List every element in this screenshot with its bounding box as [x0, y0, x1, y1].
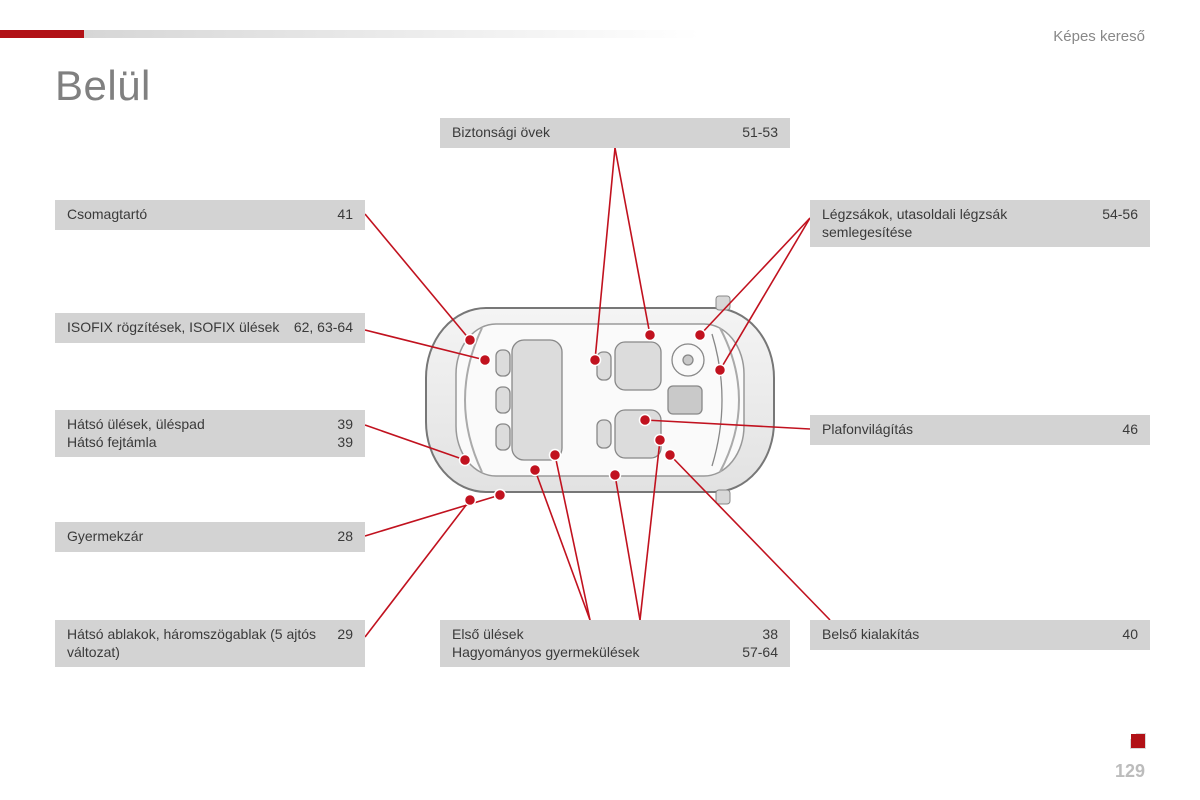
accent-bar: [0, 30, 700, 38]
label-pages: 46: [1122, 421, 1138, 439]
label-text: Belső kialakítás: [822, 626, 1112, 644]
label-text: Légzsákok, utasoldali légzsák semlegesít…: [822, 206, 1092, 241]
label-isofix[interactable]: ISOFIX rögzítések, ISOFIX ülések 62, 63-6…: [55, 313, 365, 343]
label-pages: 54-56: [1102, 206, 1138, 224]
label-seatbelts[interactable]: Biztonsági övek 51-53: [440, 118, 790, 148]
car-diagram: [420, 290, 780, 510]
label-pages: 29: [337, 626, 353, 644]
label-text: Első ülések Hagyományos gyermekülések: [452, 626, 732, 661]
label-front_seats[interactable]: Első ülések Hagyományos gyermekülések 38 …: [440, 620, 790, 667]
label-text: Gyermekzár: [67, 528, 327, 546]
label-pages: 40: [1122, 626, 1138, 644]
page-number: 129: [1115, 761, 1145, 782]
label-text: Hátsó ülések, üléspad Hátsó fejtámla: [67, 416, 327, 451]
label-ceiling[interactable]: Plafonvilágítás 46: [810, 415, 1150, 445]
label-text: Plafonvilágítás: [822, 421, 1112, 439]
label-pages: 51-53: [742, 124, 778, 142]
label-interior[interactable]: Belső kialakítás 40: [810, 620, 1150, 650]
page-title: Belül: [55, 62, 151, 110]
corner-marker-icon: [1131, 734, 1145, 748]
label-rear_seats[interactable]: Hátsó ülések, üléspad Hátsó fejtámla 39 3…: [55, 410, 365, 457]
label-airbags[interactable]: Légzsákok, utasoldali légzsák semlegesít…: [810, 200, 1150, 247]
label-text: Hátsó ablakok, háromszögablak (5 ajtós v…: [67, 626, 327, 661]
label-text: Biztonsági övek: [452, 124, 732, 142]
label-text: Csomagtartó: [67, 206, 327, 224]
label-rear_windows[interactable]: Hátsó ablakok, háromszögablak (5 ajtós v…: [55, 620, 365, 667]
section-header: Képes kereső: [1053, 28, 1145, 45]
label-pages: 39 39: [337, 416, 353, 451]
label-pages: 38 57-64: [742, 626, 778, 661]
label-pages: 41: [337, 206, 353, 224]
label-pages: 28: [337, 528, 353, 546]
label-childlock[interactable]: Gyermekzár 28: [55, 522, 365, 552]
label-pages: 62, 63-64: [294, 319, 353, 337]
label-text: ISOFIX rögzítések, ISOFIX ülések: [67, 319, 284, 337]
label-boot[interactable]: Csomagtartó 41: [55, 200, 365, 230]
